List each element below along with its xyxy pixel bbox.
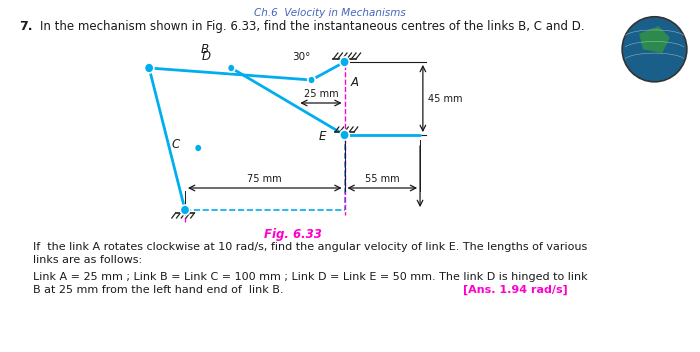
Circle shape xyxy=(308,76,315,84)
Text: 55 mm: 55 mm xyxy=(365,174,400,184)
Text: C: C xyxy=(171,138,179,151)
Text: D: D xyxy=(202,50,211,63)
Polygon shape xyxy=(639,26,670,53)
Text: Fig. 6.33: Fig. 6.33 xyxy=(264,228,321,241)
Text: Ch.6  Velocity in Mechanisms: Ch.6 Velocity in Mechanisms xyxy=(255,8,406,18)
Text: 75 mm: 75 mm xyxy=(248,174,282,184)
Text: 30°: 30° xyxy=(292,52,311,62)
Text: 25 mm: 25 mm xyxy=(304,89,338,99)
Text: E: E xyxy=(318,131,326,144)
Circle shape xyxy=(228,64,235,72)
Text: B at 25 mm from the left hand end of  link B.: B at 25 mm from the left hand end of lin… xyxy=(33,285,284,295)
Text: Link A = 25 mm ; Link B = Link C = 100 mm ; Link D = Link E = 50 mm. The link D : Link A = 25 mm ; Link B = Link C = 100 m… xyxy=(33,272,588,282)
Circle shape xyxy=(195,144,202,152)
Circle shape xyxy=(144,63,154,73)
Text: A: A xyxy=(350,76,358,89)
Circle shape xyxy=(340,130,349,140)
Text: 7.: 7. xyxy=(19,20,32,33)
Circle shape xyxy=(340,57,349,67)
Text: If  the link A rotates clockwise at 10 rad/s, find the angular velocity of link : If the link A rotates clockwise at 10 ra… xyxy=(33,242,587,252)
Circle shape xyxy=(181,205,190,215)
Text: In the mechanism shown in Fig. 6.33, find the instantaneous centres of the links: In the mechanism shown in Fig. 6.33, fin… xyxy=(40,20,584,33)
Text: 45 mm: 45 mm xyxy=(428,94,462,103)
Text: links are as follows:: links are as follows: xyxy=(33,255,142,265)
Circle shape xyxy=(622,17,687,82)
Text: B: B xyxy=(201,43,209,56)
Text: [Ans. 1.94 rad/s]: [Ans. 1.94 rad/s] xyxy=(463,285,567,295)
